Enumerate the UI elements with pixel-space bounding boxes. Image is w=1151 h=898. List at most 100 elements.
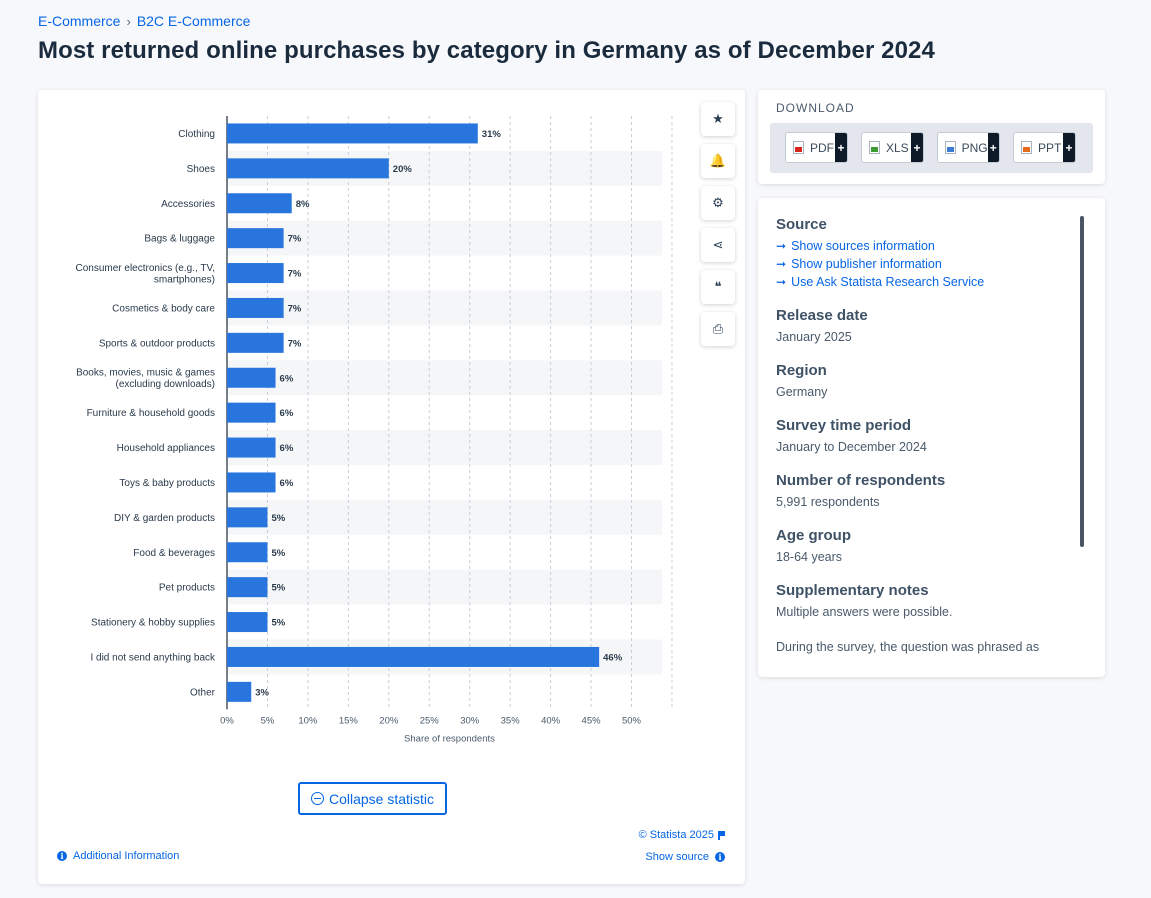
supplementary-notes-value: Multiple answers were possible. [776,605,953,619]
page-title: Most returned online purchases by catego… [38,37,935,64]
collapse-statistic-button[interactable]: Collapse statistic [298,782,447,815]
additional-information-link[interactable]: i Additional Information [57,850,179,862]
favorite-button[interactable]: ★ [701,102,735,136]
copyright-text: © Statista 2025 [638,829,714,841]
bell-icon: 🔔 [709,153,727,168]
x-tick-label: 25% [420,715,440,726]
data-label: 6% [280,443,294,454]
settings-button[interactable]: ⚙ [701,186,735,220]
download-xls-label: XLS [886,140,909,155]
category-label: Furniture & household goods [87,408,215,419]
release-date-heading: Release date [776,307,868,324]
breadcrumb-ecommerce[interactable]: E-Commerce [38,13,121,29]
bar [227,542,268,563]
bar [227,228,284,249]
data-label: 7% [288,234,302,245]
category-label: DIY & garden products [114,513,215,524]
download-ppt-button[interactable]: PPT + [1013,132,1076,163]
category-label: Household appliances [117,443,215,454]
statistic-details[interactable]: Source ➞ Show sources information ➞ Show p… [776,216,1066,660]
source-heading: Source [776,216,827,233]
data-label: 5% [271,548,285,559]
gear-icon: ⚙ [712,195,724,210]
supplementary-notes-heading: Supplementary notes [776,582,929,599]
category-label: Accessories [161,199,215,210]
download-png-button[interactable]: PNG + [937,132,1000,163]
age-group-value: 18-64 years [776,550,843,564]
x-tick-label: 45% [582,715,602,726]
arrow-right-icon: ➞ [776,239,787,253]
category-label: Toys & baby products [119,478,215,489]
download-card: DOWNLOAD PDF + XLS + PNG + PPT + [758,90,1105,184]
data-label: 6% [280,408,294,419]
copyright[interactable]: © Statista 2025 [639,829,725,841]
breadcrumb-b2c-ecommerce[interactable]: B2C E-Commerce [136,13,251,29]
download-pdf-label: PDF [810,140,834,155]
row-stripe [227,290,662,326]
bar [227,437,276,458]
show-source-label: Show source [645,851,709,863]
download-xls-button[interactable]: XLS + [861,132,924,163]
collapse-statistic-label: Collapse statistic [328,790,435,807]
ppt-file-icon [1021,141,1032,154]
arrow-right-icon: ➞ [776,275,787,289]
png-file-icon [945,141,956,154]
print-button[interactable]: ⎙ [701,312,735,346]
bar [227,577,268,598]
respondents-heading: Number of respondents [776,472,946,489]
bar [227,612,268,633]
x-tick-label: 35% [501,715,521,726]
show-source-link[interactable]: Show source i [645,851,725,863]
notification-button[interactable]: 🔔 [701,144,735,178]
category-label: Clothing [178,129,215,140]
row-stripe [227,360,662,396]
flag-icon [718,831,725,840]
bar [227,402,276,423]
pdf-file-icon [793,141,804,154]
category-label: Shoes [187,164,215,175]
x-tick-label: 40% [541,715,561,726]
category-label: Pet products [159,583,215,594]
show-publisher-link[interactable]: ➞ Show publisher information [776,257,1066,271]
chart-toolbar: ★ 🔔 ⚙ ⋖ ❝ ⎙ [701,102,735,346]
x-tick-label: 50% [622,715,642,726]
x-tick-label: 20% [379,715,399,726]
scrollbar-thumb[interactable] [1080,216,1084,547]
x-tick-label: 0% [220,715,234,726]
star-icon: ★ [712,111,724,126]
x-tick-label: 5% [261,715,275,726]
data-label: 5% [271,618,285,629]
show-sources-label: Show sources information [791,239,935,253]
category-label: Cosmetics & body care [112,303,215,314]
info-icon: i [715,852,725,862]
age-group-heading: Age group [776,527,851,544]
category-label: Stationery & hobby supplies [91,618,215,629]
show-sources-link[interactable]: ➞ Show sources information [776,239,1066,253]
survey-period-heading: Survey time period [776,417,912,434]
supplementary-notes-question: During the survey, the question was phra… [776,640,1040,654]
respondents-value: 5,991 respondents [776,495,880,509]
share-button[interactable]: ⋖ [701,228,735,262]
category-label: Books, movies, music & games [76,368,215,379]
survey-period-value: January to December 2024 [776,440,927,454]
row-stripe [227,499,662,535]
category-label: (excluding downloads) [115,379,215,390]
collapse-icon [310,792,324,805]
download-pdf-button[interactable]: PDF + [785,132,848,163]
download-ppt-label: PPT [1038,140,1062,155]
ask-statista-link[interactable]: ➞ Use Ask Statista Research Service [776,275,1066,289]
category-label: Bags & luggage [144,234,215,245]
info-icon: i [57,851,67,861]
bar [227,263,284,284]
download-heading: DOWNLOAD [776,101,855,115]
category-label: Consumer electronics (e.g., TV, [75,263,215,274]
bar [227,646,600,667]
share-icon: ⋖ [712,237,724,252]
plus-icon: + [835,133,847,162]
printer-icon: ⎙ [712,321,724,336]
data-label: 46% [603,652,623,663]
cite-button[interactable]: ❝ [701,270,735,304]
bar [227,472,276,493]
data-label: 5% [271,513,285,524]
release-date-value: January 2025 [776,330,852,344]
